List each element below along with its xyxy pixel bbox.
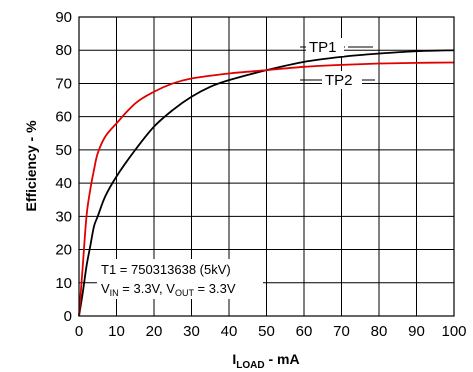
plot-border xyxy=(78,16,455,317)
annotation-box xyxy=(97,259,263,299)
x-tick-label: 20 xyxy=(146,323,163,340)
y-tick-label: 40 xyxy=(55,175,72,192)
legend-tp2-label: TP2 xyxy=(325,72,353,89)
y-tick-label: 50 xyxy=(55,142,72,159)
x-tick-labels: 0 10 20 30 40 50 60 70 80 90 100 xyxy=(75,323,467,340)
legend-tp2-bg xyxy=(322,71,362,89)
series-line-tp2 xyxy=(78,61,455,317)
x-tick-label: 60 xyxy=(296,323,313,340)
x-tick-label: 40 xyxy=(221,323,238,340)
y-tick-labels: 0 10 20 30 40 50 60 70 80 90 xyxy=(55,9,72,325)
x-tick-label: 10 xyxy=(108,323,125,340)
x-tick-label: 0 xyxy=(75,323,83,340)
y-tick-label: 60 xyxy=(55,109,72,126)
series-line-tp1 xyxy=(78,49,455,317)
legend-tp1-bg xyxy=(306,38,344,56)
y-tick-label: 80 xyxy=(55,42,72,59)
series-lines xyxy=(78,49,455,317)
x-tick-label: 70 xyxy=(333,323,350,340)
legend-tp1-label: TP1 xyxy=(309,39,337,56)
annotation-line-1: T1 = 750313638 (5kV) xyxy=(101,262,231,277)
x-axis-title: ILOAD - mA xyxy=(232,351,299,371)
y-tick-label: 30 xyxy=(55,208,72,225)
y-tick-label: 70 xyxy=(55,75,72,92)
x-tick-label: 30 xyxy=(183,323,200,340)
x-tick-label: 90 xyxy=(408,323,425,340)
y-tick-label: 0 xyxy=(64,308,72,325)
y-tick-label: 10 xyxy=(55,275,72,292)
annotation-line-2: VIN = 3.3V, VOUT = 3.3V xyxy=(101,281,236,298)
y-tick-label: 20 xyxy=(55,242,72,259)
x-tick-label: 50 xyxy=(258,323,275,340)
x-tick-label: 80 xyxy=(371,323,388,340)
y-tick-label: 90 xyxy=(55,9,72,26)
y-axis-title: Efficiency - % xyxy=(23,120,39,212)
x-tick-label: 100 xyxy=(441,323,466,340)
